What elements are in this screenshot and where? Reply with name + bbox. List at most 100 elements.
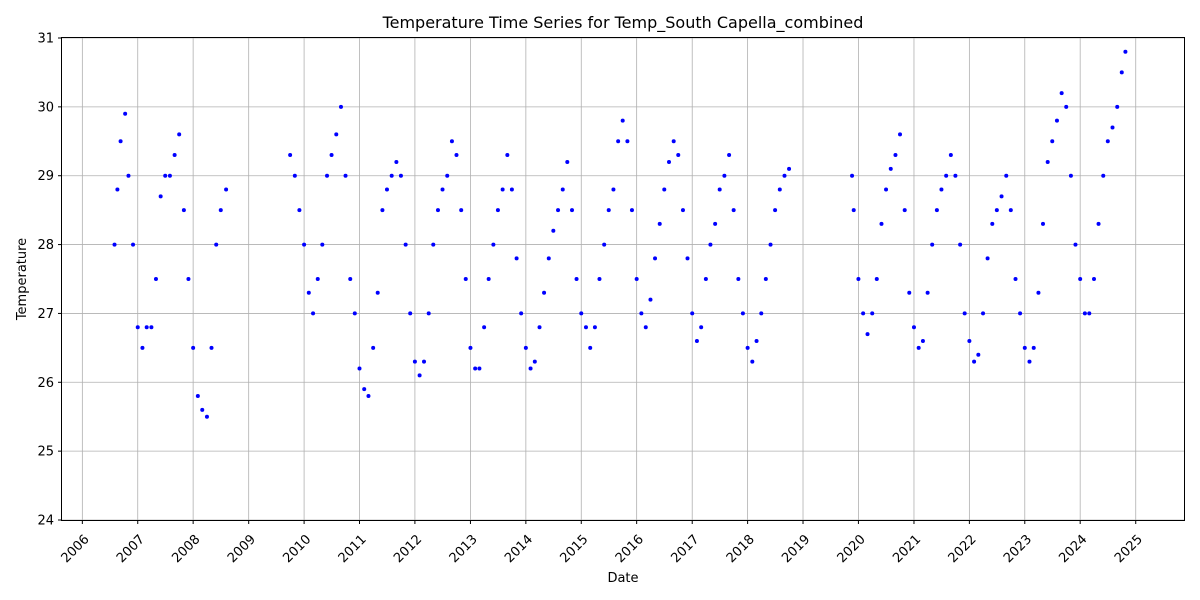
data-point bbox=[1119, 70, 1124, 75]
data-point bbox=[204, 414, 209, 419]
data-point bbox=[389, 173, 394, 178]
data-point bbox=[348, 277, 353, 281]
y-tick-label: 25 bbox=[37, 445, 54, 460]
data-point bbox=[123, 111, 128, 116]
data-point bbox=[574, 277, 579, 281]
data-point bbox=[343, 173, 348, 178]
data-point bbox=[200, 407, 205, 412]
data-point bbox=[727, 153, 732, 158]
data-point bbox=[717, 187, 722, 192]
data-point bbox=[703, 277, 708, 281]
data-point bbox=[131, 242, 136, 247]
data-point bbox=[158, 194, 163, 199]
data-point bbox=[357, 366, 362, 371]
data-point bbox=[177, 132, 182, 137]
data-point bbox=[690, 311, 695, 316]
data-point bbox=[1036, 290, 1041, 295]
data-point bbox=[999, 194, 1004, 199]
data-point bbox=[616, 139, 621, 144]
data-point bbox=[292, 173, 297, 178]
data-point bbox=[648, 297, 653, 302]
data-point bbox=[163, 173, 168, 178]
data-point bbox=[551, 228, 556, 233]
data-point bbox=[763, 277, 768, 281]
data-point bbox=[1091, 277, 1096, 281]
data-point bbox=[694, 338, 699, 343]
data-point bbox=[902, 208, 907, 213]
data-point bbox=[528, 366, 533, 371]
data-point bbox=[209, 345, 214, 350]
data-point bbox=[532, 359, 537, 364]
y-tick-label: 28 bbox=[37, 238, 54, 253]
data-point bbox=[850, 173, 855, 178]
data-point bbox=[454, 153, 459, 158]
data-point bbox=[981, 311, 986, 316]
data-point bbox=[985, 256, 990, 261]
data-point bbox=[288, 153, 293, 158]
data-point bbox=[417, 373, 422, 378]
data-point bbox=[325, 173, 330, 178]
data-point bbox=[426, 311, 431, 316]
data-point bbox=[925, 290, 930, 295]
data-point bbox=[777, 187, 782, 192]
data-point bbox=[666, 159, 671, 164]
data-point bbox=[1022, 345, 1027, 350]
data-point bbox=[495, 208, 500, 213]
data-point bbox=[634, 277, 639, 281]
data-point bbox=[115, 187, 120, 192]
data-point bbox=[153, 277, 158, 281]
data-point bbox=[994, 208, 999, 213]
data-point bbox=[861, 311, 866, 316]
data-point bbox=[463, 277, 468, 281]
data-point bbox=[731, 208, 736, 213]
data-point bbox=[736, 277, 741, 281]
data-point bbox=[1073, 242, 1078, 247]
data-point bbox=[625, 139, 630, 144]
data-point bbox=[366, 394, 371, 399]
chart-title: Temperature Time Series for Temp_South C… bbox=[382, 13, 864, 33]
data-point bbox=[944, 173, 949, 178]
data-point bbox=[172, 153, 177, 158]
data-point bbox=[435, 208, 440, 213]
data-point bbox=[1018, 311, 1023, 316]
data-point bbox=[1054, 118, 1059, 123]
data-point bbox=[1087, 311, 1092, 316]
data-point bbox=[1050, 139, 1055, 144]
data-point bbox=[412, 359, 417, 364]
data-point bbox=[1027, 359, 1032, 364]
y-tick-label: 31 bbox=[37, 32, 54, 47]
data-point bbox=[403, 242, 408, 247]
data-point bbox=[1045, 159, 1050, 164]
data-point bbox=[181, 208, 186, 213]
data-point bbox=[851, 208, 856, 213]
data-point bbox=[958, 242, 963, 247]
data-point bbox=[459, 208, 464, 213]
data-point bbox=[639, 311, 644, 316]
data-point bbox=[519, 311, 524, 316]
y-tick-label: 24 bbox=[37, 514, 54, 529]
data-point bbox=[500, 187, 505, 192]
data-point bbox=[1064, 104, 1069, 109]
data-point bbox=[560, 187, 565, 192]
data-point bbox=[1082, 311, 1087, 316]
data-point bbox=[167, 173, 172, 178]
data-point bbox=[874, 277, 879, 281]
data-point bbox=[898, 132, 903, 137]
data-point bbox=[445, 173, 450, 178]
data-point bbox=[611, 187, 616, 192]
data-point bbox=[1115, 104, 1120, 109]
data-point bbox=[879, 221, 884, 226]
data-point bbox=[620, 118, 625, 123]
data-point bbox=[384, 187, 389, 192]
data-point bbox=[149, 325, 154, 330]
data-point bbox=[745, 345, 750, 350]
data-point bbox=[708, 242, 713, 247]
y-tick-label: 27 bbox=[37, 307, 54, 322]
data-point bbox=[135, 325, 140, 330]
y-axis-label: Temperature bbox=[15, 238, 30, 321]
data-point bbox=[186, 277, 191, 281]
data-point bbox=[870, 311, 875, 316]
data-point bbox=[1031, 345, 1036, 350]
data-point bbox=[509, 187, 514, 192]
